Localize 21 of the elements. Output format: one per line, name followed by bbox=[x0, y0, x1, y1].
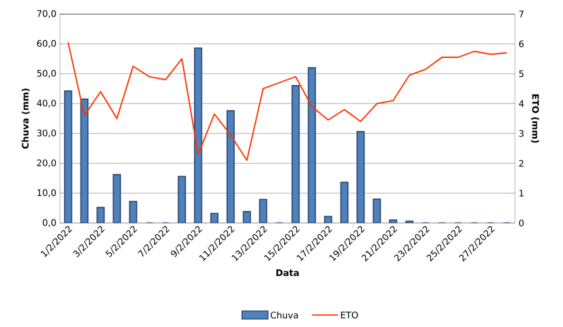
y2-tick-label: 0 bbox=[519, 220, 524, 226]
y-tick-label: 0,0 bbox=[42, 219, 56, 227]
y-tick-label: 30,0 bbox=[37, 130, 56, 138]
y2-tick-label: 4 bbox=[518, 100, 524, 107]
y-tick-label: 70,0 bbox=[37, 10, 56, 18]
x-axis-title: Data bbox=[276, 269, 299, 276]
y2-tick-label: 6 bbox=[519, 40, 524, 48]
y-tick-label: 20,0 bbox=[37, 159, 56, 168]
y-tick-label: 40,0 bbox=[36, 100, 56, 108]
y-axis-title: Chuva (mm) bbox=[22, 88, 30, 149]
y2-tick-label: 1 bbox=[520, 190, 524, 196]
y-tick-label: 60,0 bbox=[37, 40, 56, 48]
y2-tick-label: 3 bbox=[519, 130, 524, 137]
y2-tick-label: 7 bbox=[519, 10, 524, 18]
legend-label: Chuva bbox=[270, 312, 298, 318]
y-tick-label: 50,0 bbox=[37, 70, 56, 78]
y-tick-label: 10,0 bbox=[38, 189, 56, 197]
y2-axis-title: ETO (mm) bbox=[531, 94, 540, 143]
legend-label: ETO bbox=[341, 312, 358, 318]
y2-tick-label: 5 bbox=[519, 70, 524, 78]
y2-tick-label: 2 bbox=[519, 160, 524, 167]
